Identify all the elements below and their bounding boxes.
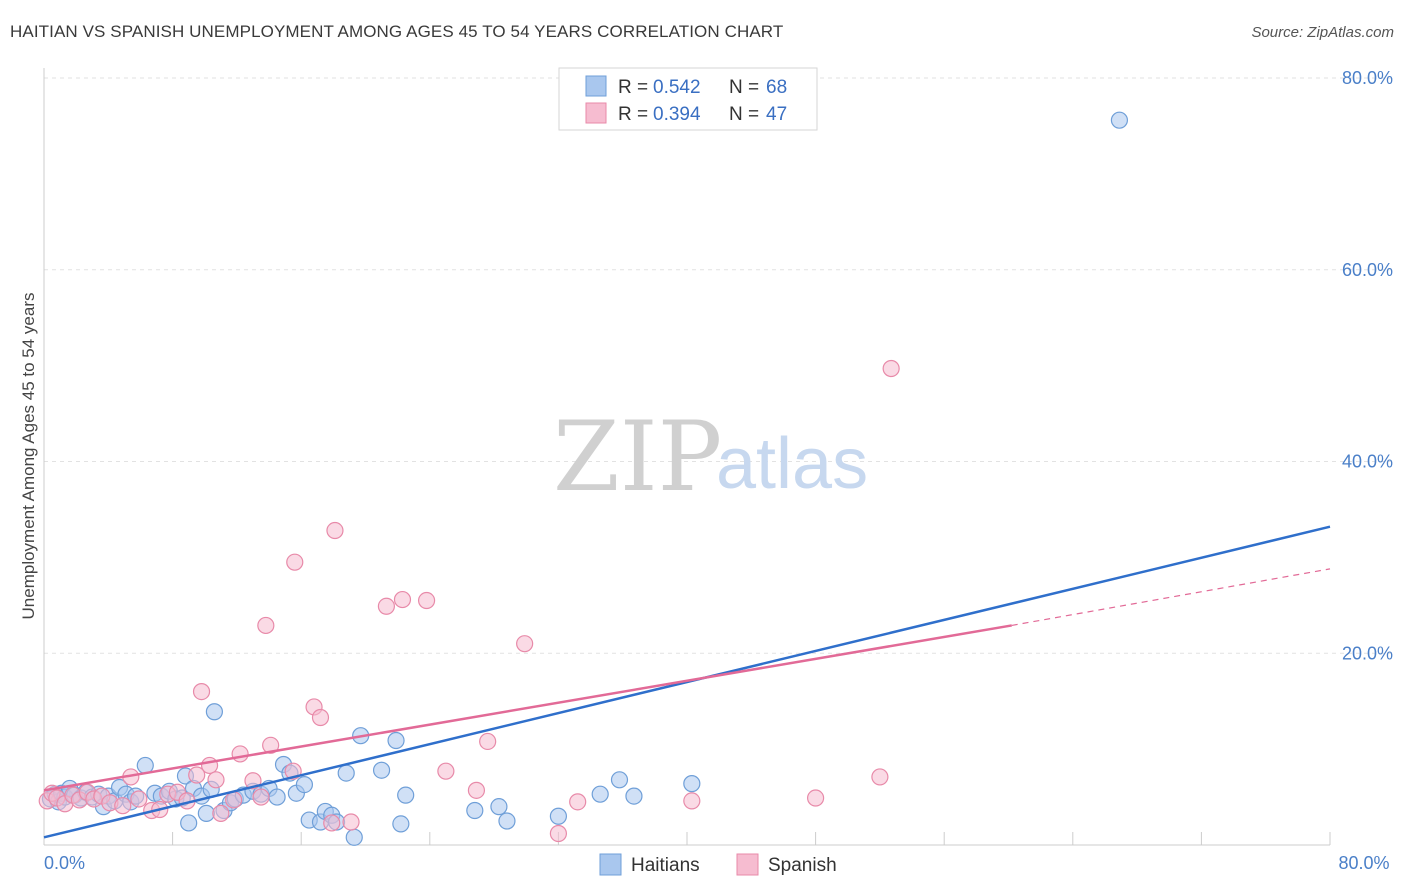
trend-lines bbox=[43, 525, 1331, 839]
spanish-trend-line bbox=[43, 624, 1012, 792]
legend-n-label-haitians: N = bbox=[729, 77, 759, 98]
spanish-point bbox=[323, 814, 341, 832]
y-axis-label: Unemployment Among Ages 45 to 54 years bbox=[19, 293, 38, 620]
spanish-point bbox=[200, 756, 219, 775]
spanish-point bbox=[286, 553, 304, 571]
spanish-point bbox=[212, 804, 230, 822]
spanish-point bbox=[130, 790, 148, 808]
haitians-point bbox=[397, 786, 415, 804]
spanish-point bbox=[192, 682, 211, 701]
x-tick-label-max: 80.0% bbox=[1338, 853, 1389, 873]
haitians-point bbox=[345, 828, 363, 846]
haitians-point bbox=[337, 764, 355, 782]
legend-swatch-spanish bbox=[585, 102, 607, 124]
x-tick-label-min: 0.0% bbox=[44, 853, 85, 873]
bottom-legend-swatch-spanish bbox=[736, 853, 759, 876]
gridlines bbox=[44, 77, 1394, 654]
bottom-legend-label-haitians: Haitians bbox=[631, 855, 700, 876]
haitians-point bbox=[610, 771, 629, 789]
spanish-point bbox=[225, 791, 243, 809]
haitians-point bbox=[387, 731, 405, 750]
haitians-point bbox=[498, 812, 516, 830]
spanish-point bbox=[549, 824, 568, 843]
chart-title: HAITIAN VS SPANISH UNEMPLOYMENT AMONG AG… bbox=[10, 22, 784, 41]
bottom-legend-swatch-haitians bbox=[599, 853, 622, 876]
legend-r-value-spanish: 0.394 bbox=[653, 104, 701, 125]
spanish-point bbox=[806, 789, 825, 807]
spanish-point bbox=[114, 797, 132, 815]
spanish-point bbox=[393, 590, 412, 609]
spanish-point bbox=[882, 359, 900, 378]
haitians-point bbox=[295, 775, 314, 794]
haitians-point bbox=[683, 775, 701, 793]
legend-n-label-spanish: N = bbox=[729, 104, 759, 125]
correlation-legend: R = 0.542 N = 68 R = 0.394 N = 47 bbox=[558, 67, 818, 131]
haitians-point bbox=[549, 807, 568, 825]
spanish-point bbox=[871, 768, 889, 786]
haitians-point bbox=[466, 801, 484, 820]
spanish-point bbox=[207, 771, 225, 789]
spanish-point bbox=[683, 792, 701, 810]
legend-r-label-spanish: R = bbox=[618, 104, 648, 125]
spanish-trend-extension bbox=[1011, 568, 1331, 627]
spanish-point bbox=[252, 788, 270, 806]
haitians-point bbox=[268, 788, 286, 806]
watermark-atlas: atlas bbox=[716, 424, 868, 504]
source-label: Source: ZipAtlas.com bbox=[1251, 24, 1394, 41]
spanish-point bbox=[326, 521, 344, 540]
spanish-point bbox=[569, 793, 587, 811]
y-tick-label: 60.0% bbox=[1342, 260, 1393, 280]
spanish-point bbox=[262, 736, 280, 754]
spanish-point bbox=[257, 616, 275, 635]
legend-n-value-spanish: 47 bbox=[766, 104, 787, 125]
spanish-point bbox=[188, 766, 206, 784]
y-tick-label: 80.0% bbox=[1342, 68, 1393, 88]
spanish-point bbox=[437, 762, 455, 780]
spanish-point bbox=[479, 732, 497, 751]
haitians-point bbox=[490, 798, 508, 816]
legend-swatch-haitians bbox=[585, 75, 607, 97]
spanish-point bbox=[467, 781, 486, 799]
haitians-point bbox=[372, 761, 391, 779]
watermark-zip: ZIP bbox=[553, 401, 722, 513]
legend-r-value-haitians: 0.542 bbox=[653, 77, 701, 98]
spanish-point bbox=[231, 745, 249, 763]
spanish-point bbox=[417, 591, 436, 610]
haitians-point bbox=[392, 815, 410, 833]
y-tick-label: 40.0% bbox=[1342, 452, 1393, 472]
legend-n-value-haitians: 68 bbox=[766, 77, 787, 98]
spanish-point bbox=[342, 813, 360, 831]
haitians-point bbox=[625, 787, 643, 805]
spanish-point bbox=[516, 635, 534, 653]
haitians-point bbox=[197, 804, 215, 822]
haitians-point bbox=[591, 785, 609, 803]
spanish-point bbox=[311, 708, 330, 727]
legend-r-label-haitians: R = bbox=[618, 77, 648, 98]
bottom-legend-label-spanish: Spanish bbox=[768, 855, 837, 876]
spanish-point bbox=[377, 597, 395, 615]
series-legend: Haitians Spanish bbox=[599, 853, 837, 876]
y-tick-label: 20.0% bbox=[1342, 643, 1393, 663]
y-tick-labels: 20.0% 40.0% 60.0% 80.0% bbox=[1342, 68, 1393, 663]
haitians-point bbox=[180, 814, 198, 832]
haitians-point bbox=[1110, 111, 1129, 129]
haitians-point bbox=[205, 703, 223, 721]
